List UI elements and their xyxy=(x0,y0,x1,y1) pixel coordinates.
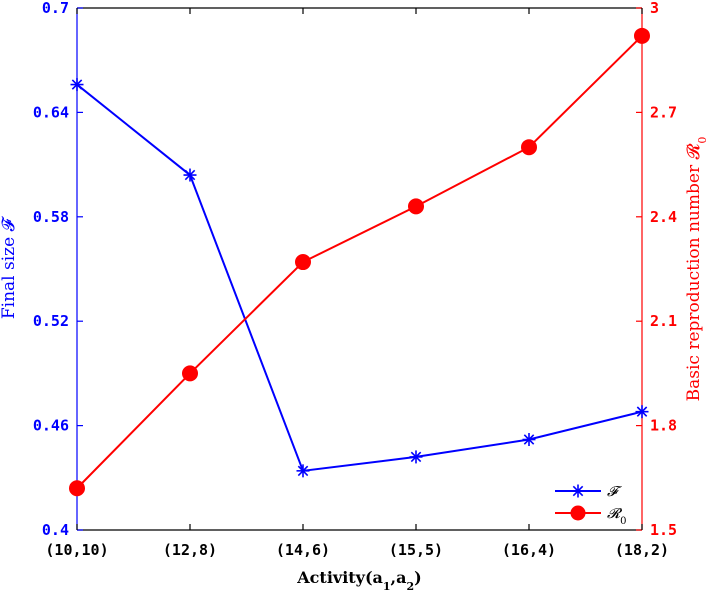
asterisk-stroke xyxy=(636,406,648,417)
x-label-sep: ,a xyxy=(391,568,407,587)
series-0-point xyxy=(409,450,423,464)
x-tick-label: (18,2) xyxy=(615,541,669,559)
right-tick-label: 2.4 xyxy=(650,208,677,226)
left-tick-label: 0.58 xyxy=(33,208,69,226)
legend-marker-0 xyxy=(571,484,585,498)
x-tick-label: (10,10) xyxy=(45,541,108,559)
series-line-1 xyxy=(76,35,643,489)
left-tick-label: 0.7 xyxy=(42,0,69,17)
series-layer xyxy=(69,27,650,497)
x-label-close: ) xyxy=(414,568,422,587)
series-1-point xyxy=(295,254,311,271)
left-y-axis-label: Final size 𝓕 xyxy=(0,215,19,319)
x-tick-label: (16,4) xyxy=(502,541,556,559)
x-tick-label: (15,5) xyxy=(389,541,443,559)
right-y-axis-label: Basic reproduction number 𝓡0 xyxy=(684,137,709,402)
left-tick-label: 0.52 xyxy=(33,312,69,330)
right-tick-label: 1.5 xyxy=(650,521,677,539)
asterisk-stroke xyxy=(297,465,309,477)
series-0-point xyxy=(296,464,310,478)
asterisk-stroke xyxy=(184,169,196,181)
asterisk-stroke xyxy=(71,79,83,90)
right-tick-label: 2.1 xyxy=(650,312,677,330)
x-axis-label: Activity(a1,a2) xyxy=(296,568,421,593)
legend-marker-1 xyxy=(570,505,586,521)
right-y-label-sub: 0 xyxy=(696,137,709,144)
legend: 𝓕𝓡0 xyxy=(550,477,640,527)
right-tick-label: 3 xyxy=(650,0,659,17)
asterisk-stroke xyxy=(410,451,422,463)
left-tick-label: 0.64 xyxy=(33,103,69,121)
series-0-point xyxy=(522,433,536,447)
right-tick-label: 2.7 xyxy=(650,103,677,121)
x-tick-label: (14,6) xyxy=(276,541,330,559)
series-0-point xyxy=(70,78,84,92)
series-0-point xyxy=(183,168,197,182)
asterisk-stroke xyxy=(572,485,584,497)
legend-label-1: 𝓡0 xyxy=(607,506,626,527)
x-label-sub1: 1 xyxy=(383,580,391,593)
series-0-point xyxy=(635,405,649,419)
series-1-point xyxy=(408,198,424,215)
series-1-point xyxy=(634,27,650,44)
right-tick-label: 1.8 xyxy=(650,417,677,435)
series-line-0 xyxy=(76,83,643,472)
asterisk-stroke xyxy=(523,434,535,445)
legend-label-main: 𝓡 xyxy=(607,506,623,522)
x-tick-label: (12,8) xyxy=(163,541,217,559)
legend-box xyxy=(550,477,640,527)
left-tick-label: 0.4 xyxy=(42,521,69,539)
series-1-point xyxy=(182,365,198,382)
series-1-point xyxy=(69,480,85,497)
left-tick-label: 0.46 xyxy=(33,417,69,435)
series-1-point xyxy=(521,139,537,156)
right-y-label-main: Basic reproduction number 𝓡 xyxy=(684,144,704,402)
legend-label-sub: 0 xyxy=(620,516,626,527)
x-label-sub2: 2 xyxy=(406,580,414,593)
x-label-main: Activity(a xyxy=(296,568,383,587)
